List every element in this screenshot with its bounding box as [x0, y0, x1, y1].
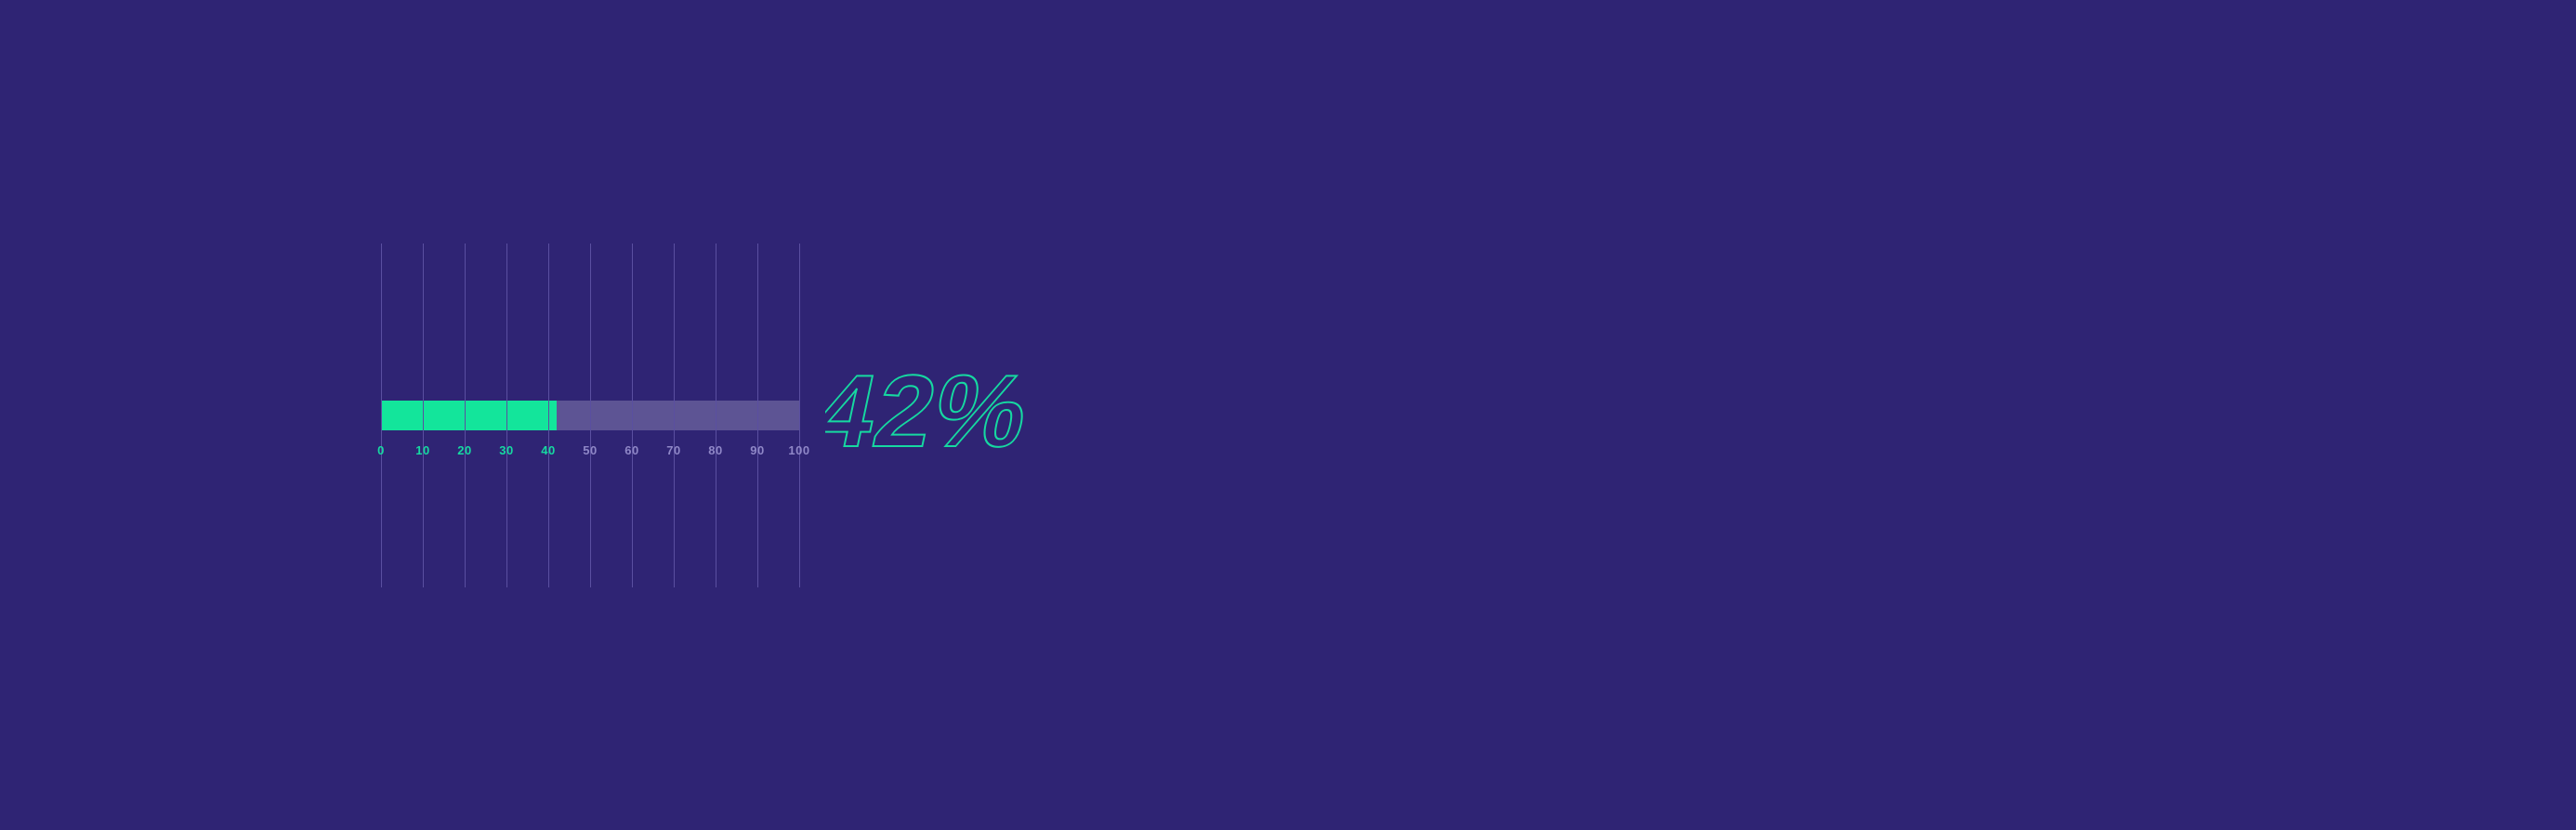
- tick-label: 50: [583, 443, 597, 457]
- tick-label: 90: [750, 443, 764, 457]
- tick-label: 70: [666, 443, 680, 457]
- progress-chart: 0102030405060708090100: [381, 244, 799, 587]
- gridline: [799, 244, 800, 587]
- gridline: [757, 244, 758, 587]
- percent-display: 42%: [825, 356, 1063, 474]
- gridline: [590, 244, 591, 587]
- gridline: [632, 244, 633, 587]
- gridline: [506, 244, 507, 587]
- gridline: [548, 244, 549, 587]
- svg-text:42%: 42%: [825, 356, 1041, 468]
- stage: 0 10 20 30 40 50 60 70 80 90 100 42%: [0, 0, 2576, 830]
- tick-label: 0: [377, 443, 385, 457]
- bar-fill: [381, 401, 557, 430]
- tick-label: 10: [415, 443, 429, 457]
- tick-label: 40: [541, 443, 555, 457]
- tick-label: 60: [624, 443, 638, 457]
- gridline: [465, 244, 466, 587]
- tick-label: 80: [708, 443, 722, 457]
- gridline: [674, 244, 675, 587]
- tick-label: 30: [499, 443, 513, 457]
- gridline: [423, 244, 424, 587]
- tick-label: 100: [788, 443, 809, 457]
- gridline: [381, 244, 382, 587]
- chart-wrap: 0102030405060708090100 42%: [381, 244, 1063, 587]
- tick-label: 20: [457, 443, 471, 457]
